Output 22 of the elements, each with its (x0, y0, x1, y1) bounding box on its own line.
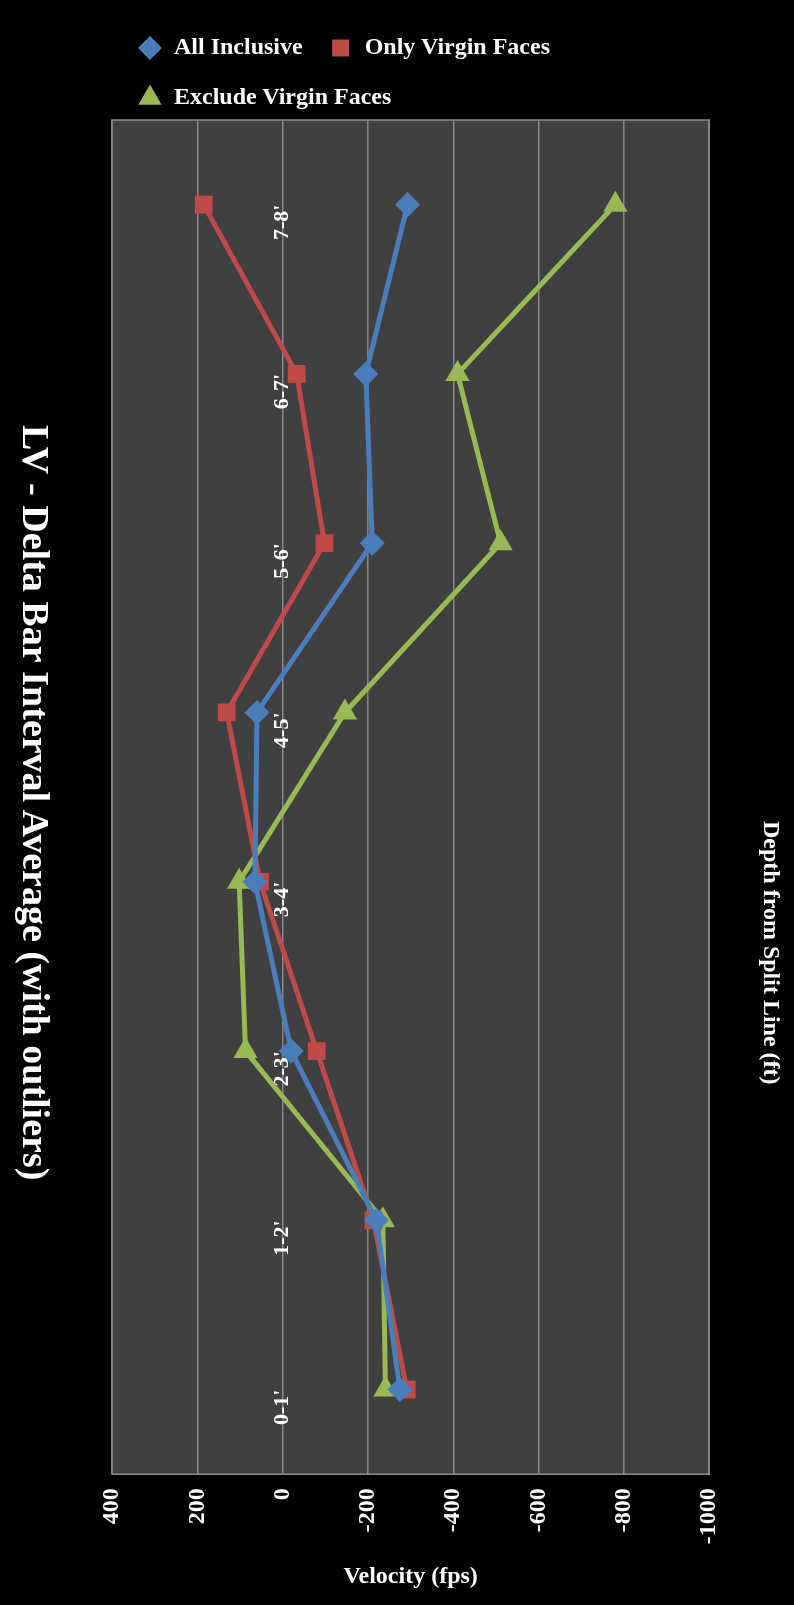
x-tick-label: 400 (97, 1488, 124, 1525)
y-tick-label: 2-3' (268, 1051, 294, 1087)
x-tick-label: 0 (267, 1488, 294, 1501)
y-tick-label: 6-7' (268, 373, 294, 410)
x-tick-label: -1000 (694, 1488, 721, 1545)
legend-label: All Inclusive (174, 33, 304, 60)
y-tick-label: 1-2' (268, 1220, 294, 1256)
y-tick-label: 5-6' (268, 543, 294, 579)
text: LV - Delta Bar Interval Average (with outliers) (14, 423, 58, 1183)
x-tick-label: -400 (438, 1488, 465, 1533)
y-tick-label: 3-4' (268, 881, 294, 918)
x-tick-label: 200 (182, 1488, 209, 1525)
x-tick-label: -200 (353, 1488, 380, 1533)
y-tick-label: 7-8' (268, 204, 294, 241)
legend-label: Only Virgin Faces (364, 33, 551, 60)
x-axis-title: Velocity (fps) (343, 1561, 478, 1588)
x-tick-label: -800 (609, 1488, 636, 1533)
y-axis-title: Depth from Split Line (ft) (758, 819, 786, 1087)
x-tick-label: -600 (523, 1488, 550, 1533)
y-tick-label: 4-5' (268, 712, 294, 748)
legend-label: Exclude Virgin Faces (174, 83, 392, 110)
y-tick-label: 0-1' (268, 1389, 294, 1426)
